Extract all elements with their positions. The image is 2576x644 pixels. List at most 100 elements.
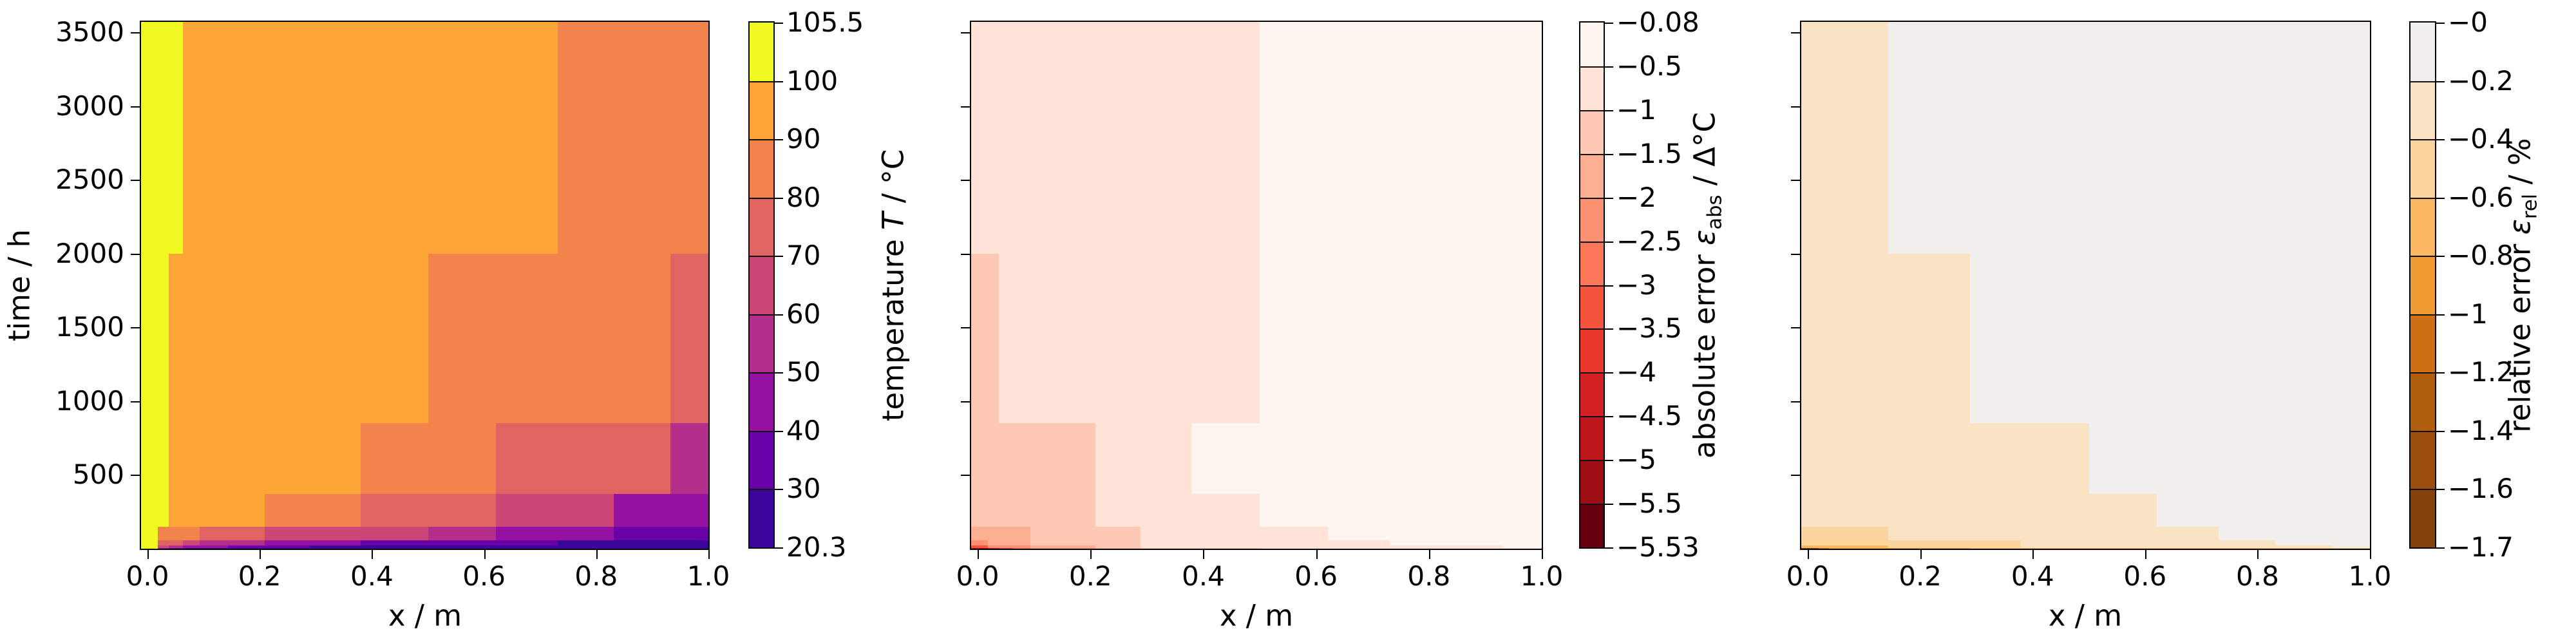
heatmap-cell (428, 539, 497, 545)
heatmap-cell (1970, 526, 2022, 540)
heatmap-cell (2219, 253, 2276, 423)
heatmap-cell (309, 526, 361, 540)
heatmap-cell (2088, 544, 2157, 549)
heatmap-cell (1503, 21, 1543, 254)
heatmap-cell (2156, 21, 2219, 254)
heatmap-cell (1446, 539, 1504, 545)
heatmap-cell (1925, 21, 1971, 254)
heatmap-cell (970, 539, 989, 545)
colorbar-tick-label: −0.5 (1616, 50, 1682, 82)
heatmap-cell (2275, 493, 2333, 527)
heatmap-cell (140, 253, 158, 423)
colorbar-tick-mark (1604, 153, 1613, 155)
colorbar-segment (750, 23, 773, 82)
heatmap-cell (1860, 544, 1889, 549)
heatmap-cell (2156, 422, 2219, 495)
heatmap-cell (1843, 526, 1861, 540)
heatmap-cell (1817, 539, 1830, 545)
heatmap-cell (614, 544, 671, 549)
heatmap-cell (1888, 253, 1926, 423)
heatmap-cell (614, 526, 671, 540)
heatmap-cell (360, 539, 429, 545)
colorbar-segment (1580, 504, 1604, 547)
heatmap-cell (2219, 539, 2276, 545)
colorbar-tick-mark (2435, 80, 2445, 82)
heatmap-cell (1970, 544, 2022, 549)
heatmap-cell (157, 539, 169, 545)
heatmap-cell (2331, 526, 2371, 540)
heatmap-cell (1030, 21, 1059, 254)
heatmap-cell (1446, 21, 1504, 254)
heatmap-cell (987, 526, 999, 540)
heatmap-cell (1817, 21, 1830, 254)
heatmap-cell (1191, 526, 1260, 540)
heatmap-cell (1843, 544, 1861, 549)
heatmap-cell (1925, 539, 1971, 545)
heatmap-cell (987, 493, 999, 527)
colorbar-segment (1580, 241, 1604, 287)
heatmap-cell (1800, 539, 1819, 545)
heatmap-cell (987, 422, 999, 495)
colorbar-tick-mark (773, 256, 783, 258)
heatmap-cell (1058, 253, 1096, 423)
colorbar-tick-label: 30 (786, 473, 821, 505)
colorbar-tick-mark (773, 139, 783, 141)
colorbar-title: relative error εrel / % (2503, 138, 2542, 433)
heatmap-cell (1327, 422, 1391, 495)
heatmap-cell (495, 253, 558, 423)
heatmap-cell (227, 422, 265, 495)
heatmap-cell (1446, 422, 1504, 495)
heatmap-cell (1327, 253, 1391, 423)
heatmap-cell (157, 493, 169, 527)
heatmap-cell (999, 253, 1014, 423)
x-tick-mark (2370, 549, 2371, 559)
heatmap-cell (1817, 253, 1830, 423)
heatmap-cell (999, 539, 1014, 545)
colorbar-tick-mark (1604, 66, 1613, 68)
heatmap-cell (2021, 526, 2090, 540)
heatmap-cell (1327, 539, 1391, 545)
colorbar-tick-mark (1604, 460, 1613, 462)
colorbar-segment (1580, 197, 1604, 243)
heatmap-cell (2156, 526, 2219, 540)
heatmap-cell (264, 21, 310, 254)
heatmap-cell (1013, 422, 1031, 495)
colorbar-fill (2410, 23, 2435, 547)
colorbar-tick-label: −3 (1616, 269, 1656, 301)
heatmap-cell (1860, 21, 1889, 254)
heatmap-cell (670, 21, 710, 254)
heatmap-cell (157, 544, 169, 549)
heatmap-cell (1191, 253, 1260, 423)
heatmap-cell (1260, 493, 1329, 527)
heatmap-cell (1260, 539, 1329, 545)
colorbar-tick-label: −1.6 (2448, 473, 2514, 505)
heatmap-cell (495, 539, 558, 545)
heatmap-cell (1058, 539, 1096, 545)
heatmap-cell (987, 253, 999, 423)
heatmap-cell (140, 539, 158, 545)
colorbar-title-prefix: relative error (2503, 234, 2537, 433)
heatmap-cell (1800, 422, 1819, 495)
colorbar-tick-label: 70 (786, 240, 821, 272)
heatmap-cell (1013, 539, 1031, 545)
heatmap-cell (360, 493, 429, 527)
heatmap-cell (1503, 544, 1543, 549)
heatmap-cell (264, 422, 310, 495)
x-tick-label: 0.4 (2011, 560, 2054, 592)
colorbar-tick-mark (773, 489, 783, 491)
heatmap-cell (1260, 253, 1329, 423)
heatmap-cell (264, 493, 310, 527)
colorbar-tick-mark (2435, 489, 2445, 491)
colorbar-tick-mark (1604, 197, 1613, 199)
x-tick-mark (1920, 549, 1922, 559)
absolute-error-colorbar: −0.08 −0.5 −1 −1.5 −2 −2.5 −3 −3.5 −4 −4.5 −5 −5.5 −… (1579, 9, 1700, 561)
heatmap-cell (1829, 544, 1844, 549)
heatmap-cell (670, 526, 710, 540)
colorbar-tick-label: 100 (786, 64, 838, 97)
heatmap-cell (309, 539, 361, 545)
colorbar-tick-mark (773, 372, 783, 374)
colorbar-tick-label: −0.4 (2448, 123, 2514, 155)
heatmap-cell (2088, 21, 2157, 254)
heatmap-cell (1390, 544, 1448, 549)
